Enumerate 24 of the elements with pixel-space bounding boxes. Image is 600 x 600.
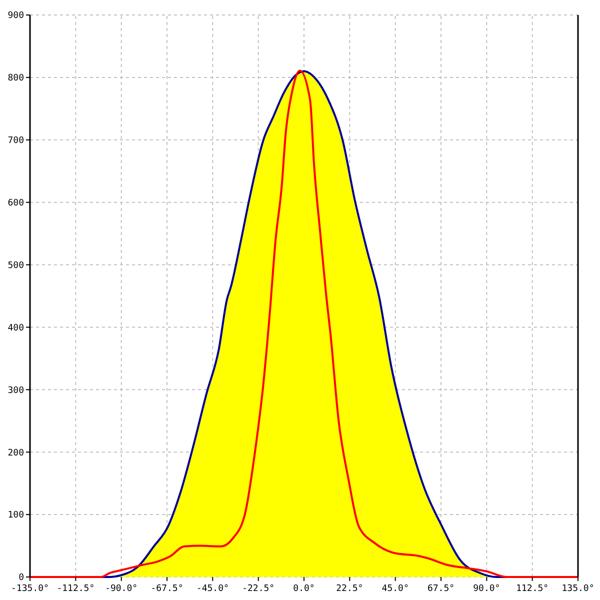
- x-tick-label: 22.5°: [336, 584, 364, 594]
- x-tick-label: -90.0°: [105, 584, 138, 594]
- y-tick-label: 400: [8, 323, 24, 334]
- x-tick-label: 135.0°: [562, 584, 594, 594]
- x-tick-label: -135.0°: [11, 584, 49, 594]
- y-tick-label: 700: [8, 136, 24, 146]
- y-tick-label: 100: [8, 510, 24, 521]
- x-tick-label: 67.5°: [427, 584, 455, 594]
- x-tick-label: 45.0°: [382, 584, 409, 594]
- y-tick-label: 300: [8, 386, 24, 396]
- x-tick-label: 90.0°: [473, 584, 500, 594]
- y-tick-label: 0: [18, 573, 24, 584]
- line-series: [29, 70, 579, 578]
- x-tick-label: -45.0°: [196, 584, 229, 594]
- x-tick-label: -67.5°: [150, 584, 184, 594]
- y-tick-label: 200: [8, 448, 24, 458]
- y-tick-label: 600: [8, 198, 24, 208]
- y-tick-label: 900: [8, 11, 24, 22]
- x-tick-label: -112.5°: [56, 584, 95, 594]
- y-tick-label: 800: [8, 74, 24, 84]
- x-tick-label: 0.0°: [293, 584, 315, 594]
- x-tick-label: -22.5°: [242, 584, 275, 594]
- x-tick-label: 112.5°: [516, 584, 549, 594]
- y-tick-label: 500: [8, 260, 24, 271]
